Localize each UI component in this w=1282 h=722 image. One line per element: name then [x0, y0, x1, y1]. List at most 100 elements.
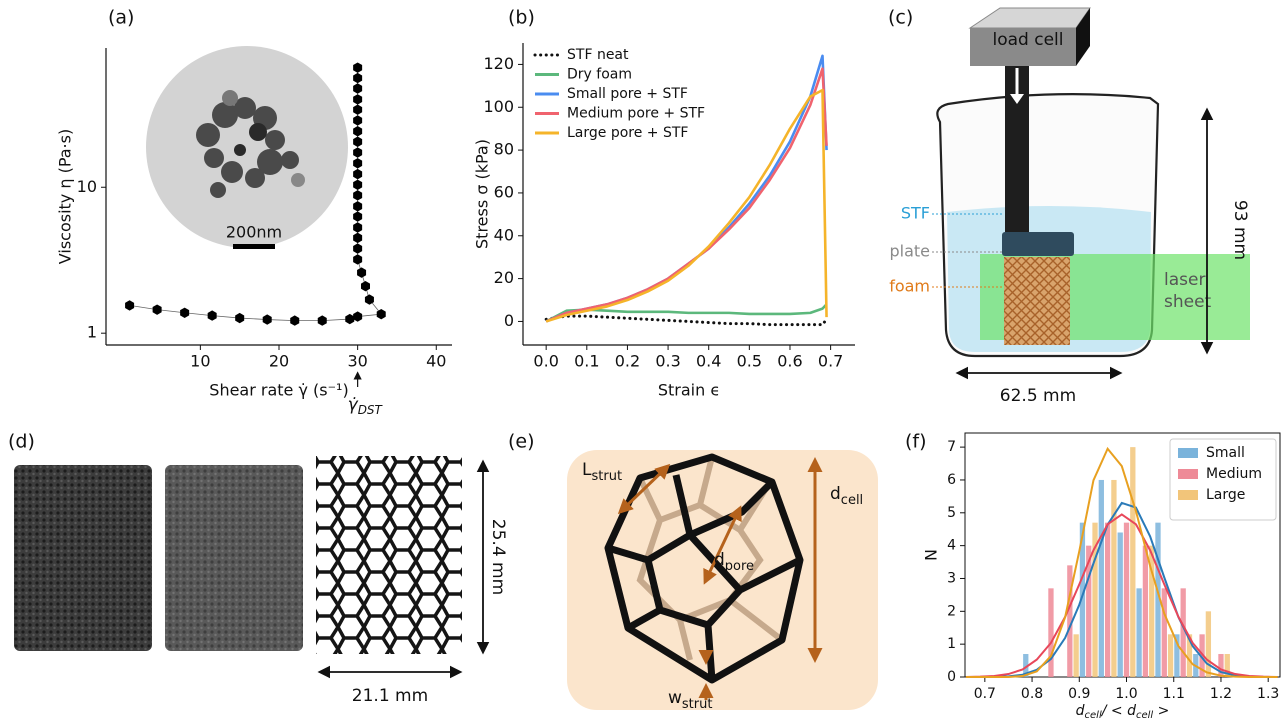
data-point	[318, 315, 327, 325]
panel-label: (d)	[8, 431, 35, 453]
height-label: 25.4 mm	[488, 519, 508, 595]
legend-swatch	[1178, 448, 1198, 458]
x-axis-label-part: d	[1076, 703, 1085, 719]
data-point	[353, 158, 362, 168]
velocity-sub: c	[1039, 74, 1046, 89]
panel-label: (a)	[108, 7, 134, 29]
data-point	[353, 83, 362, 93]
data-point	[353, 180, 362, 190]
x-tick-label: 0.5	[737, 352, 762, 371]
data-point	[353, 62, 362, 72]
y-tick-label: 60	[494, 182, 514, 201]
data-point	[353, 169, 362, 179]
subscript: strut	[591, 469, 622, 484]
legend-label: Large pore + STF	[567, 125, 688, 141]
histogram-bar	[1048, 588, 1053, 677]
foam	[1004, 257, 1070, 345]
samples: (d) 25.4 mm 21.1 mm	[8, 431, 508, 707]
legend-label: Medium pore + STF	[567, 106, 705, 122]
data-point	[180, 308, 189, 318]
legend-label: Small pore + STF	[567, 86, 688, 102]
y-tick-label: 5	[947, 505, 956, 521]
x-tick-label: 0.3	[655, 352, 680, 371]
y-tick-label: 80	[494, 140, 514, 159]
data-point	[235, 313, 244, 323]
y-tick-label: 2	[947, 603, 956, 619]
legend-label: STF neat	[567, 47, 629, 63]
data-point	[353, 222, 362, 232]
legend-label: Small	[1206, 445, 1245, 461]
lattice-photo	[316, 456, 462, 654]
width-label: 62.5 mm	[1000, 386, 1076, 406]
x-tick-label: 1.0	[1115, 686, 1137, 702]
legend-label: Medium	[1206, 466, 1262, 482]
x-tick-label: 0.2	[615, 352, 640, 371]
x-tick-label: 0.6	[777, 352, 802, 371]
foam-photo	[165, 465, 303, 651]
height-label: 93 mm	[1230, 200, 1250, 260]
figure: (c) load cell vc STF plate foam laser sh…	[0, 0, 1282, 722]
y-tick-label: 1	[87, 323, 97, 342]
x-tick-label: 0.1	[574, 352, 599, 371]
y-tick-label: 120	[483, 54, 514, 73]
data-point	[290, 315, 299, 325]
cell-diagram: (e) Lstrut dpore dcell wstrut	[508, 431, 878, 712]
y-tick-label: 10	[77, 177, 97, 196]
x-tick-label: 40	[426, 352, 446, 371]
x-axis-label-part: / < d	[1100, 703, 1136, 719]
data-point	[353, 311, 362, 321]
x-axis-label-part: cell	[1136, 710, 1153, 721]
y-tick-label: 40	[494, 225, 514, 244]
histogram-bar	[1073, 634, 1078, 677]
x-tick-label: 0.7	[974, 686, 996, 702]
y-tick-label: 1	[947, 636, 956, 652]
tem-inset	[146, 46, 348, 249]
legend-swatch	[1178, 469, 1198, 479]
plate	[1002, 232, 1074, 256]
y-tick-label: 0	[947, 669, 956, 685]
x-tick-label: 0.9	[1068, 686, 1090, 702]
x-tick-label: 1.2	[1210, 686, 1232, 702]
histogram-bar	[1206, 611, 1211, 677]
symbol: w	[668, 688, 682, 708]
inset-background	[146, 46, 348, 248]
x-tick-label: 10	[190, 352, 210, 371]
data-point	[263, 314, 272, 324]
critical-rate-label: γ̇DST	[348, 395, 384, 417]
data-point	[353, 137, 362, 147]
load-cell-top	[970, 8, 1090, 28]
series-line	[546, 316, 826, 325]
subscript: strut	[682, 697, 713, 712]
x-axis-label-part: >	[1153, 703, 1169, 719]
foam-photo	[14, 465, 152, 651]
data-point	[153, 304, 162, 314]
x-axis-label: Strain ϵ	[658, 381, 720, 400]
symbol: d	[714, 550, 725, 570]
legend-label: Dry foam	[567, 67, 632, 83]
histogram-bar	[1143, 546, 1148, 677]
x-tick-label: 1.3	[1257, 686, 1279, 702]
histogram-bar	[1105, 523, 1110, 677]
data-point	[353, 73, 362, 83]
fluid-label: STF	[901, 204, 930, 223]
data-point	[353, 211, 362, 221]
data-point	[353, 147, 362, 157]
plate-label: plate	[889, 242, 930, 261]
laser-label: sheet	[1164, 292, 1212, 312]
y-axis-label: Stress σ (kPa)	[473, 139, 492, 249]
histogram-bar	[1118, 533, 1123, 677]
histogram-bar	[1136, 588, 1141, 677]
panel-label: (e)	[508, 431, 535, 453]
histogram-bar	[1111, 480, 1116, 677]
legend-label: Large	[1206, 487, 1245, 503]
data-point	[357, 267, 366, 277]
data-point	[353, 126, 362, 136]
x-tick-label: 1.1	[1163, 686, 1185, 702]
data-point	[345, 314, 354, 324]
x-tick-label: 30	[347, 352, 367, 371]
panel-label: (c)	[888, 7, 913, 29]
x-tick-label: 0.8	[1021, 686, 1043, 702]
x-tick-label: 0.4	[696, 352, 721, 371]
y-tick-label: 4	[947, 538, 956, 554]
y-tick-label: 100	[483, 97, 514, 116]
